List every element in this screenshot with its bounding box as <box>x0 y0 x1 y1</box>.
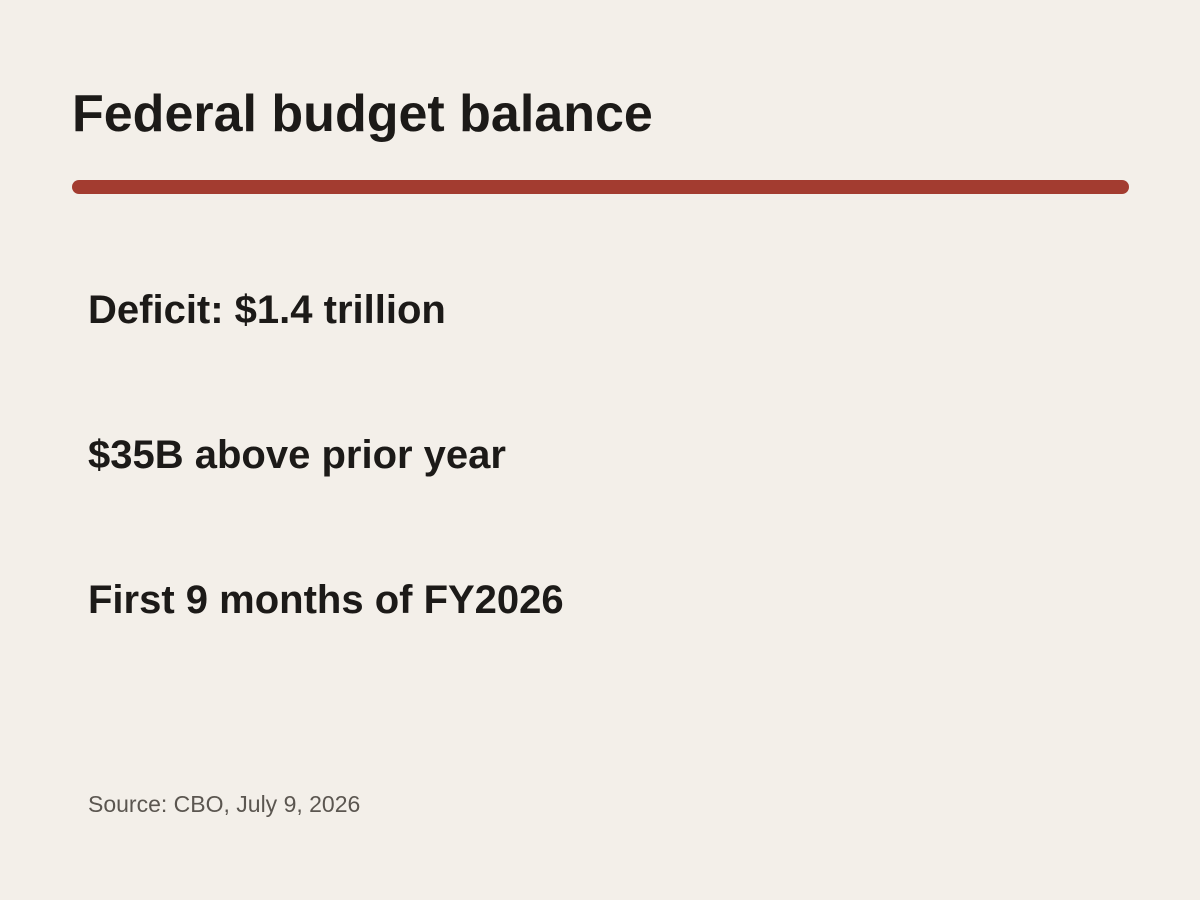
stat-period: First 9 months of FY2026 <box>88 578 564 622</box>
stat-change: $35B above prior year <box>88 433 506 477</box>
page-title: Federal budget balance <box>72 85 653 143</box>
accent-divider <box>72 180 1129 194</box>
source-note: Source: CBO, July 9, 2026 <box>88 791 361 817</box>
stat-deficit: Deficit: $1.4 trillion <box>88 288 446 332</box>
